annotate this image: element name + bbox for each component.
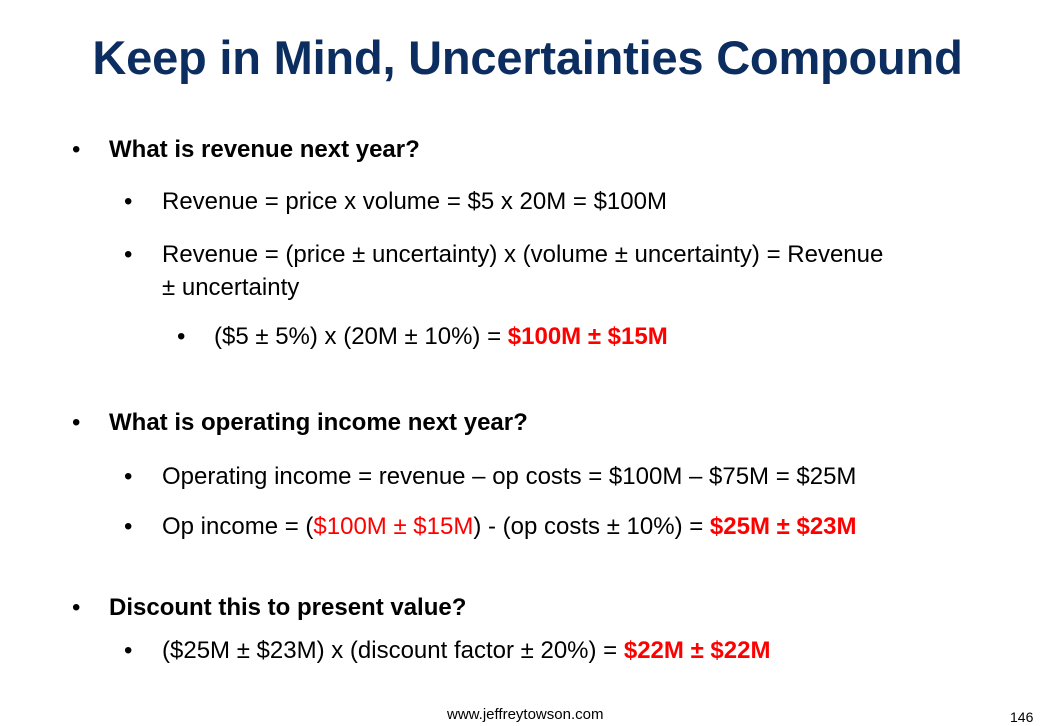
bullet-q2-a: • <box>124 463 133 490</box>
bullet-q2-b: • <box>124 513 133 540</box>
revenue-uncertainty-line1: Revenue = (price ± uncertainty) x (volum… <box>162 241 884 268</box>
op-income-middle: ) - (op costs ± 10%) = <box>473 513 710 540</box>
bullet-q1-a: • <box>124 188 133 215</box>
slide-title: Keep in Mind, Uncertainties Compound <box>92 31 963 84</box>
question-revenue: What is revenue next year? <box>109 136 420 163</box>
present-value-result: $22M ± $22M <box>623 637 771 664</box>
bullet-q1-c: • <box>177 323 186 350</box>
revenue-calc-text: ($5 ± 5%) x (20M ± 10%) = <box>214 323 508 350</box>
operating-income-formula: Operating income = revenue – op costs = … <box>162 463 857 490</box>
present-value-prefix: ($25M ± $23M) x (discount factor ± 20%) … <box>162 637 624 664</box>
footer-url: www.jeffreytowson.com <box>447 706 604 723</box>
op-income-prefix: Op income = ( <box>162 513 314 540</box>
revenue-uncertainty-line2: ± uncertainty <box>162 274 300 301</box>
question-operating-income: What is operating income next year? <box>109 409 528 436</box>
question-present-value: Discount this to present value? <box>109 594 467 621</box>
revenue-result: $100M ± $15M <box>507 323 668 350</box>
page-number: 146 <box>1010 709 1034 725</box>
bullet-q3: • <box>72 594 81 621</box>
bullet-q1: • <box>72 136 81 163</box>
op-income-result: $25M ± $23M <box>709 513 857 540</box>
revenue-formula: Revenue = price x volume = $5 x 20M = $1… <box>162 188 667 215</box>
bullet-q3-a: • <box>124 637 133 664</box>
bullet-q2: • <box>72 409 81 436</box>
present-value-calculation: ($25M ± $23M) x (discount factor ± 20%) … <box>162 634 770 667</box>
bullet-q1-b: • <box>124 241 133 268</box>
revenue-calculation: ($5 ± 5%) x (20M ± 10%) = $100M ± $15M <box>214 320 668 353</box>
op-income-calculation: Op income = ($100M ± $15M) - (op costs ±… <box>162 510 857 543</box>
op-income-revenue-range: $100M ± $15M <box>313 513 474 540</box>
